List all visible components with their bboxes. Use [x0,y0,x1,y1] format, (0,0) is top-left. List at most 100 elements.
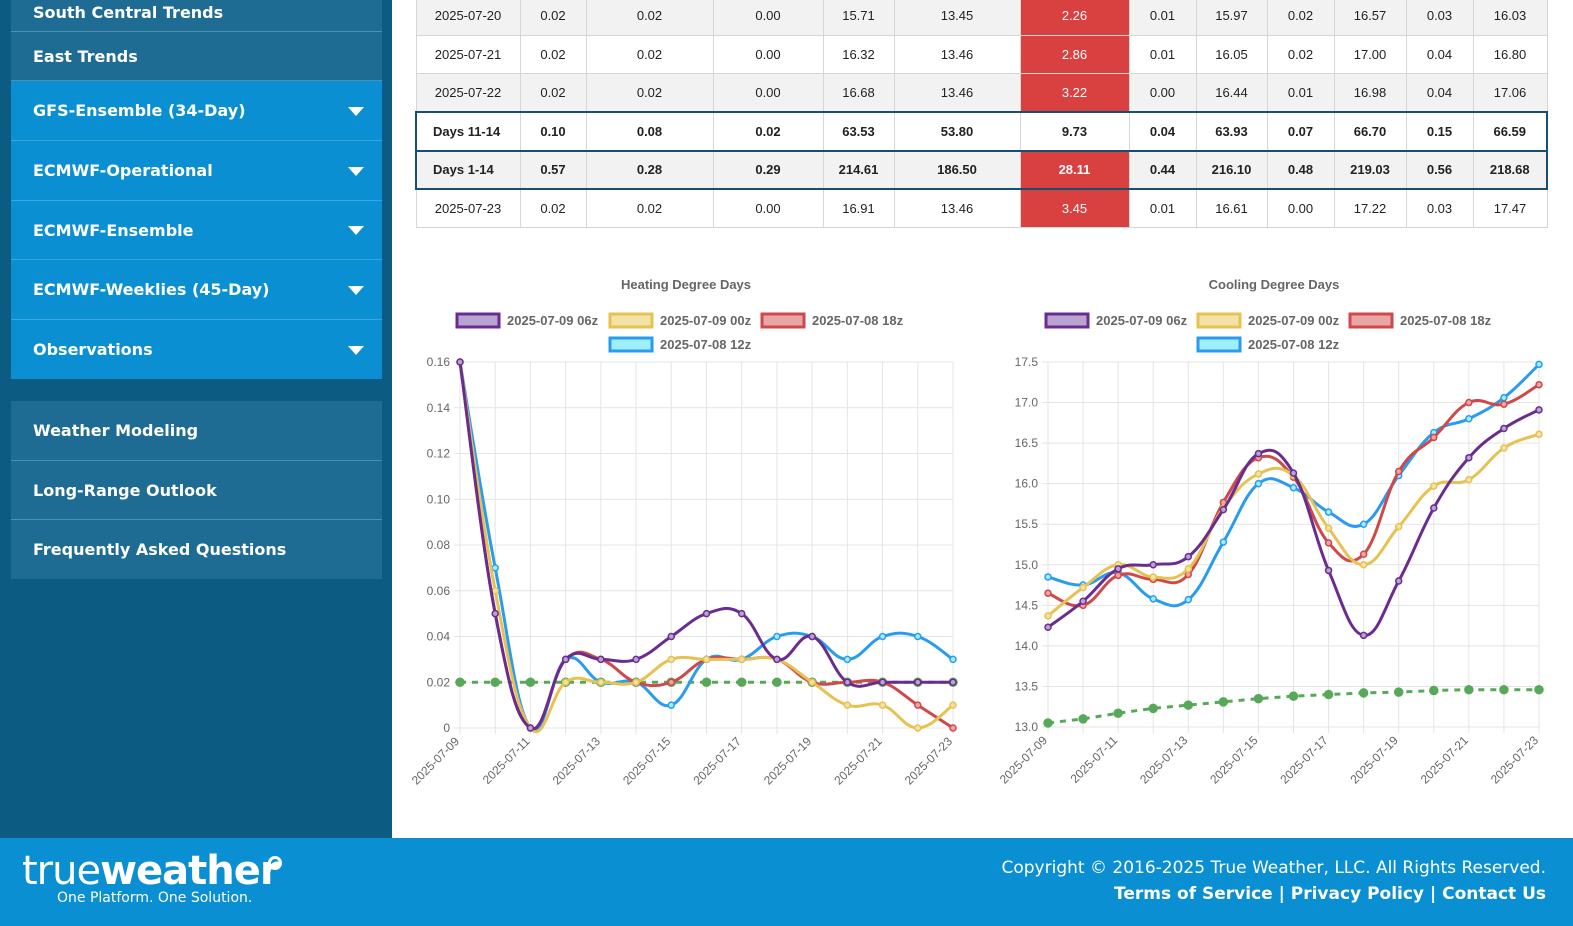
series-line [458,361,953,731]
data-point [949,655,957,664]
data-point [1253,693,1264,704]
sidebar-item-label: Long-Range Outlook [33,480,217,500]
table-cell: 0.48 [1266,149,1335,190]
x-tick-label: 2025-07-19 [761,734,815,788]
x-tick-label: 2025-07-11 [1068,733,1121,786]
data-point [1394,522,1403,531]
table-cell: 0.57 [519,149,587,190]
caret-down-icon [348,285,364,295]
contact-us-link[interactable]: Contact Us [1442,884,1546,904]
data-point [1500,424,1508,433]
data-point [843,701,852,709]
sidebar-item-observations[interactable]: Observations [11,320,382,379]
table-cell: 9.73 [1019,111,1130,152]
table-cell: 3.45 [1019,188,1130,228]
data-point [1430,433,1438,442]
caret-down-icon [348,106,364,116]
data-point [949,678,957,686]
trueweather-logo[interactable]: trueweather [22,848,280,894]
table-cell: 3.22 [1019,73,1130,113]
sidebar-item-long-range-outlook[interactable]: Long-Range Outlook [11,461,382,520]
data-point [1219,505,1228,514]
terms-of-service-link[interactable]: Terms of Service [1114,884,1273,904]
data-point [1184,565,1193,573]
sidebar-item-ecmwf-operational[interactable]: ECMWF-Operational [11,141,382,201]
data-point [808,678,816,686]
data-point [632,678,640,686]
table-cell: 15.71 [822,0,895,36]
sidebar-item-south-central-trends[interactable]: South Central Trends [11,0,382,32]
legend-swatch [455,312,501,329]
data-point [1254,479,1263,488]
data-point [525,677,536,687]
table-cell: 0.01 [1128,34,1197,74]
data-point [772,677,782,687]
data-point [773,655,781,664]
y-tick-label: 0.10 [427,492,451,506]
legend-label: 2025-07-08 12z [660,337,752,352]
table-row: 2025-07-22 0.02 0.02 0.00 16.68 13.46 3.22 0.00… [415,73,1548,113]
summary-row: Days 1-14 0.57 0.28 0.29 214.61 186.50 28.11 0.… [415,149,1548,190]
table-cell: 0.02 [519,34,587,74]
y-tick-label: 0.04 [427,630,451,644]
cooling-degree-days-chart: Cooling Degree Days 2025-07-09 06z 2025-07… [998,277,1544,787]
table-cell: 0.03 [1405,188,1474,228]
data-point [526,724,535,732]
data-point [1219,538,1228,546]
y-tick-label: 17.5 [1015,355,1039,369]
data-point [878,701,887,709]
series-line [458,361,954,733]
table-cell: 0.04 [1405,34,1474,74]
data-point [455,677,465,687]
data-point [1149,561,1157,569]
data-point [914,678,922,686]
data-point [456,358,464,366]
data-point [1359,561,1368,569]
data-point [667,678,676,686]
data-point [1394,467,1403,476]
sidebar-item-gfs-ensemble[interactable]: GFS-Ensemble (34-Day) [11,81,382,141]
sidebar-item-weather-modeling[interactable]: Weather Modeling [11,401,382,461]
row-label-cell: 2025-07-21 [415,34,521,74]
x-tick-label: 2025-07-11 [480,734,533,787]
caret-down-icon [348,166,364,176]
table-row: 2025-07-21 0.02 0.02 0.00 16.32 13.46 2.86 0.01… [415,34,1548,74]
x-tick-label: 2025-07-23 [902,734,956,788]
row-label-cell: Days 11-14 [415,111,521,152]
data-point [843,678,852,686]
heating-degree-days-chart: Heating Degree Days 2025-07-09 06z 2025-07… [410,277,958,788]
row-label-cell: 2025-07-22 [415,73,521,113]
legend-swatch [1044,312,1090,329]
data-point [1184,552,1193,561]
data-point [949,724,957,732]
sidebar-item-label: Observations [33,340,153,359]
table-cell: 16.80 [1472,34,1548,74]
privacy-policy-link[interactable]: Privacy Policy [1290,884,1425,904]
x-tick-label: 2025-07-19 [1348,733,1402,787]
legend-label: 2025-07-08 18z [1400,313,1492,328]
x-tick-label: 2025-07-21 [1418,733,1472,787]
sidebar-item-label: ECMWF-Weeklies (45-Day) [33,280,270,299]
data-point [1499,684,1509,695]
table-cell: 0.01 [1266,73,1335,113]
data-point [1044,589,1052,597]
sidebar-item-ecmwf-ensemble[interactable]: ECMWF-Ensemble [11,201,382,260]
y-tick-label: 13.0 [1015,720,1039,734]
link-separator: | [1278,884,1285,904]
table-cell: 13.46 [893,73,1021,113]
y-tick-label: 16.5 [1015,436,1039,450]
sidebar-item-label: East Trends [33,46,138,66]
data-point [1430,504,1438,512]
sidebar-item-faq[interactable]: Frequently Asked Questions [11,520,382,579]
sidebar-item-east-trends[interactable]: East Trends [11,32,382,81]
table-cell: 53.80 [893,111,1021,152]
table-cell: 0.00 [1266,188,1335,228]
table-cell: 63.53 [822,111,895,152]
data-point [1078,714,1088,724]
data-point [1535,406,1543,414]
y-tick-label: 0.02 [427,675,451,689]
data-point [701,677,712,687]
row-label-cell: 2025-07-20 [415,0,521,36]
sidebar-item-ecmwf-weeklies[interactable]: ECMWF-Weeklies (45-Day) [11,260,382,320]
table-cell: 0.00 [712,73,824,113]
